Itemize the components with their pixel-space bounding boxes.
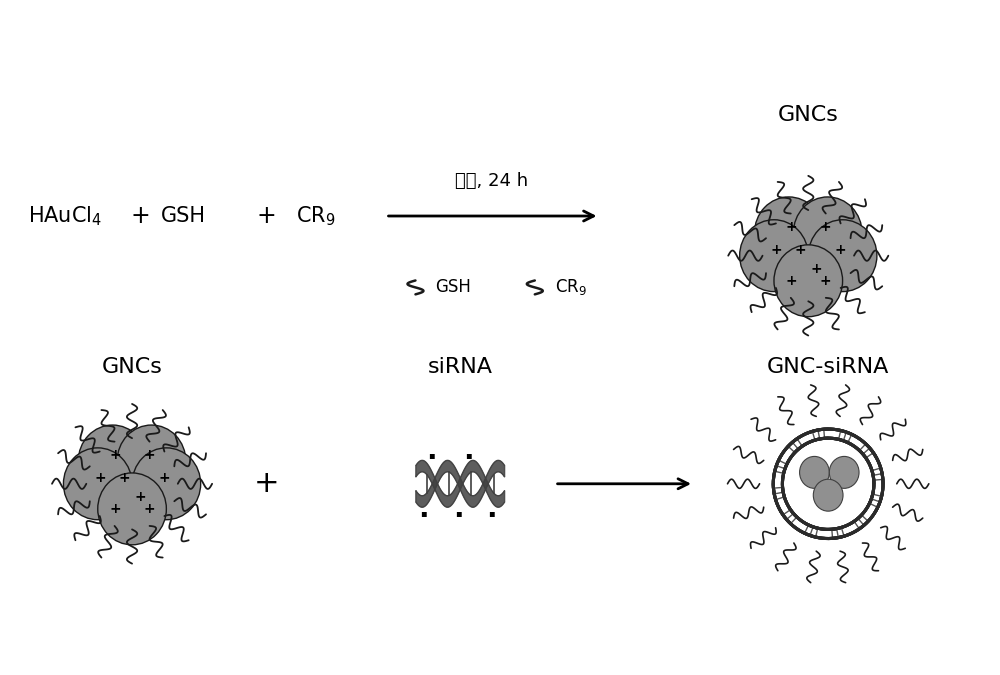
Text: +: +: [785, 220, 797, 234]
Text: ▪: ▪: [420, 508, 427, 518]
Text: ▪: ▪: [465, 450, 472, 460]
Ellipse shape: [800, 456, 829, 488]
Text: ▪: ▪: [488, 508, 495, 518]
Ellipse shape: [774, 245, 843, 317]
Text: +: +: [253, 469, 279, 498]
Ellipse shape: [63, 448, 132, 520]
Text: +: +: [143, 448, 155, 462]
Text: GNCs: GNCs: [778, 105, 839, 125]
Text: ▪: ▪: [428, 450, 434, 460]
Ellipse shape: [132, 448, 201, 520]
Text: +: +: [834, 243, 846, 257]
Text: +: +: [143, 502, 155, 516]
Text: +: +: [820, 220, 831, 234]
Text: +: +: [134, 491, 146, 504]
Text: CR$_9$: CR$_9$: [555, 277, 587, 298]
Text: +: +: [158, 471, 170, 485]
Ellipse shape: [98, 473, 166, 545]
Polygon shape: [416, 460, 505, 507]
Text: +: +: [785, 274, 797, 288]
Text: siRNA: siRNA: [428, 357, 493, 377]
Ellipse shape: [813, 479, 843, 511]
Text: +: +: [794, 243, 806, 257]
Ellipse shape: [755, 197, 823, 269]
Text: +: +: [810, 263, 822, 276]
Text: +: +: [820, 274, 831, 288]
Text: +: +: [770, 243, 782, 257]
Text: GSH: GSH: [161, 206, 206, 226]
Text: ▪: ▪: [455, 508, 461, 518]
Text: HAuCl$_4$: HAuCl$_4$: [28, 205, 102, 227]
Polygon shape: [416, 460, 505, 507]
Text: +: +: [256, 204, 276, 228]
Text: GNCs: GNCs: [102, 357, 162, 377]
Text: +: +: [94, 471, 106, 485]
Ellipse shape: [117, 425, 186, 497]
Text: CR$_9$: CR$_9$: [296, 205, 336, 227]
Text: +: +: [109, 448, 121, 462]
Ellipse shape: [793, 197, 862, 269]
Text: GSH: GSH: [435, 278, 471, 296]
Text: +: +: [109, 502, 121, 516]
Ellipse shape: [808, 220, 877, 292]
Ellipse shape: [740, 220, 808, 292]
Text: +: +: [118, 471, 130, 485]
Text: +: +: [130, 204, 150, 228]
Text: GNC-siRNA: GNC-siRNA: [767, 357, 889, 377]
Ellipse shape: [829, 456, 859, 488]
Ellipse shape: [78, 425, 147, 497]
Text: 加热, 24 h: 加热, 24 h: [455, 172, 529, 190]
